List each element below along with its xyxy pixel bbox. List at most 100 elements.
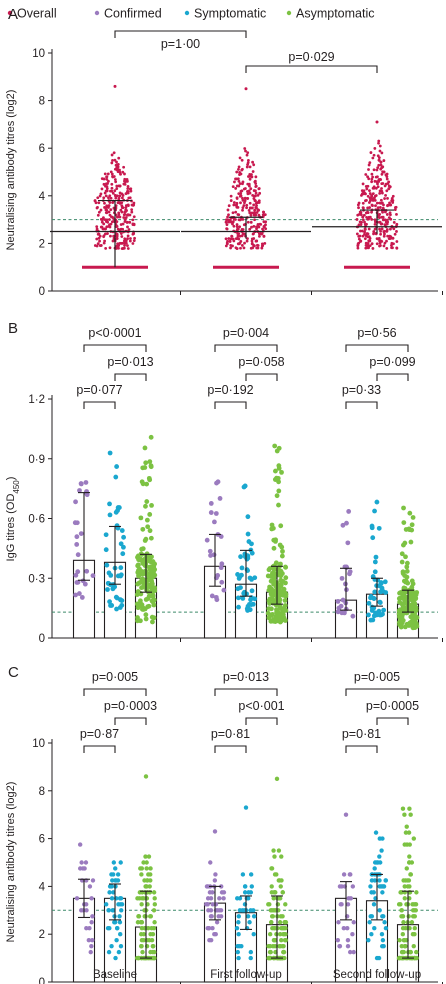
overall-point <box>361 189 365 193</box>
overall-point <box>124 216 128 219</box>
overall-point <box>355 232 359 236</box>
asymptomatic-point <box>283 902 288 907</box>
symptomatic-point <box>382 579 388 585</box>
overall-point <box>252 163 256 167</box>
symptomatic-point <box>107 890 112 895</box>
asymptomatic-point <box>152 955 157 961</box>
overall-point <box>105 175 108 179</box>
overall-point <box>370 218 374 221</box>
overall-point <box>368 206 372 209</box>
confirmed-point <box>73 592 78 598</box>
symptomatic-point <box>245 914 251 919</box>
asymptomatic-point <box>410 625 416 631</box>
overall-point <box>125 178 129 181</box>
comparison-bracket <box>83 401 116 409</box>
overall-point <box>122 165 126 169</box>
confirmed-point <box>343 581 348 587</box>
overall-point <box>365 215 369 219</box>
confirmed-point <box>213 511 219 516</box>
asymptomatic-point <box>274 776 280 782</box>
overall-point <box>385 246 389 250</box>
overall-point <box>237 165 241 169</box>
overall-point <box>115 160 118 164</box>
confirmed-point <box>74 542 80 547</box>
overall-point <box>260 242 264 246</box>
overall-point <box>395 246 399 250</box>
symptomatic-point <box>368 884 373 889</box>
overall-point <box>109 170 113 174</box>
overall-point <box>254 194 257 198</box>
y-tick-label: 8 <box>39 96 45 108</box>
overall-point <box>374 175 378 179</box>
asymptomatic-point <box>147 565 153 570</box>
overall-point <box>378 149 382 153</box>
overall-point <box>124 208 128 212</box>
symptomatic-point <box>108 572 114 578</box>
overall-point <box>232 201 236 204</box>
asymptomatic-point <box>266 902 271 907</box>
confirmed-point <box>339 575 345 581</box>
symptomatic-point <box>374 499 380 505</box>
asymptomatic-point <box>144 499 150 504</box>
symptomatic-point <box>114 926 120 931</box>
asymptomatic-point <box>136 568 141 573</box>
asymptomatic-point <box>273 468 278 474</box>
symptomatic-point <box>251 914 257 919</box>
p-value-label: p=1·00 <box>161 37 200 51</box>
overall-point <box>244 87 248 91</box>
confirmed-point <box>90 573 96 579</box>
symptomatic-point <box>114 595 120 601</box>
asymptomatic-point <box>398 590 403 596</box>
symptomatic-point <box>113 955 118 961</box>
symptomatic-point <box>103 547 109 553</box>
overall-point <box>391 246 394 250</box>
overall-point <box>373 194 377 198</box>
overall-point <box>372 168 376 172</box>
overall-point <box>254 175 258 179</box>
asymptomatic-point <box>139 585 144 591</box>
confirmed-point <box>84 926 89 931</box>
overall-point <box>372 153 376 157</box>
overall-point <box>358 220 362 224</box>
asymptomatic-point <box>274 493 280 499</box>
confirmed-point <box>350 932 355 937</box>
asymptomatic-point <box>151 569 156 575</box>
symptomatic-point <box>368 594 374 600</box>
symptomatic-point <box>107 450 113 456</box>
overall-point <box>129 189 133 193</box>
asymptomatic-point <box>150 574 156 580</box>
asymptomatic-point <box>145 604 151 610</box>
overall-point <box>229 237 233 241</box>
asymptomatic-point <box>148 866 153 871</box>
overall-point <box>264 223 267 227</box>
asymptomatic-point <box>402 943 408 949</box>
overall-point <box>364 246 368 250</box>
symptomatic-point <box>371 902 377 907</box>
overall-point <box>254 239 258 243</box>
confirmed-point <box>208 501 214 506</box>
confirmed-point <box>336 920 341 925</box>
overall-point <box>370 210 373 214</box>
overall-point <box>256 193 260 197</box>
overall-point <box>95 227 99 231</box>
confirmed-point <box>215 479 221 485</box>
asymptomatic-point <box>274 872 279 877</box>
overall-point <box>368 215 372 219</box>
overall-point <box>395 240 399 243</box>
confirmed-point <box>89 920 94 925</box>
overall-point <box>378 220 382 224</box>
asymptomatic-point <box>276 615 282 621</box>
symptomatic-point <box>249 588 255 594</box>
asymptomatic-point <box>400 932 406 937</box>
symptomatic-point <box>119 528 125 533</box>
overall-point <box>379 163 383 167</box>
overall-point <box>238 194 242 198</box>
overall-point <box>124 206 128 210</box>
overall-point <box>228 240 232 243</box>
overall-point <box>100 225 104 229</box>
overall-point <box>132 201 136 205</box>
overall-point <box>248 227 252 231</box>
overall-point <box>248 165 252 169</box>
symptomatic-point <box>104 562 110 568</box>
